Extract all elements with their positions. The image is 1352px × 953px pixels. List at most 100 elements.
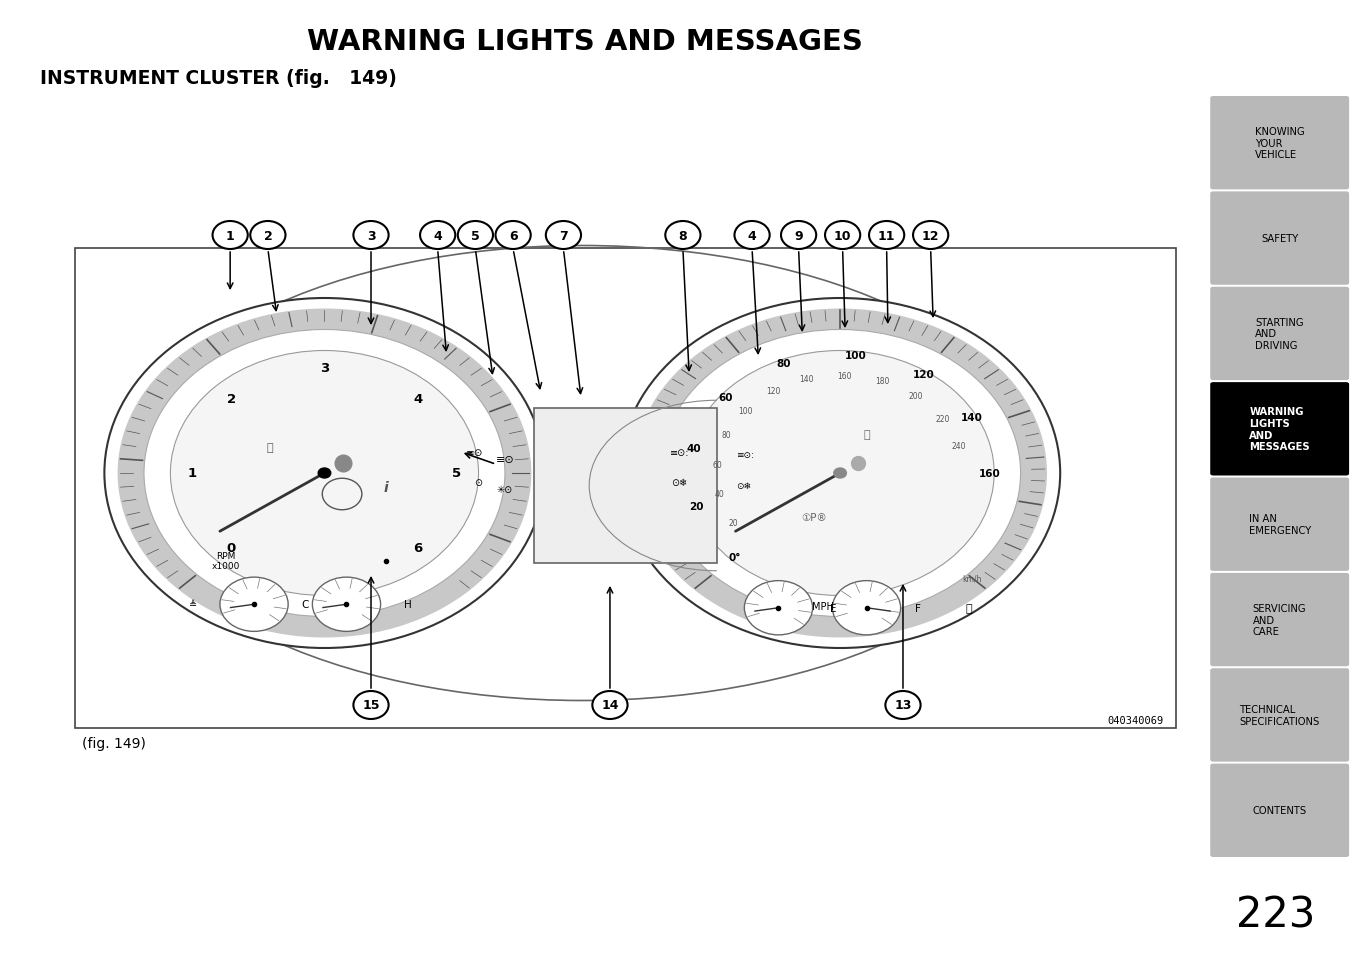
- Circle shape: [212, 222, 247, 250]
- Text: 0°: 0°: [729, 553, 741, 562]
- Text: 8: 8: [679, 230, 687, 242]
- Circle shape: [633, 309, 1046, 638]
- Text: 140: 140: [799, 375, 814, 384]
- Bar: [534, 409, 717, 563]
- Text: TECHNICAL
SPECIFICATIONS: TECHNICAL SPECIFICATIONS: [1240, 704, 1320, 726]
- FancyBboxPatch shape: [1210, 97, 1349, 191]
- Text: 13: 13: [894, 699, 911, 712]
- Text: 2: 2: [227, 393, 235, 406]
- Text: 100: 100: [738, 406, 753, 416]
- Text: 12: 12: [922, 230, 940, 242]
- Circle shape: [318, 469, 331, 478]
- Text: ⛽: ⛽: [965, 603, 972, 613]
- Text: 180: 180: [875, 377, 890, 386]
- Text: 120: 120: [913, 370, 934, 380]
- Text: 20: 20: [729, 518, 738, 527]
- Text: 11: 11: [877, 230, 895, 242]
- Text: km/h: km/h: [963, 574, 982, 583]
- Text: 223: 223: [1237, 894, 1315, 936]
- Text: 60: 60: [713, 460, 722, 470]
- Text: KNOWING
YOUR
VEHICLE: KNOWING YOUR VEHICLE: [1255, 127, 1305, 160]
- Text: 40: 40: [715, 489, 725, 498]
- Text: 80: 80: [777, 358, 791, 368]
- FancyBboxPatch shape: [1210, 193, 1349, 286]
- Text: 10: 10: [834, 230, 852, 242]
- Text: INSTRUMENT CLUSTER (fig.   149): INSTRUMENT CLUSTER (fig. 149): [41, 69, 397, 88]
- Text: 💺: 💺: [266, 442, 273, 453]
- Text: 60: 60: [718, 392, 733, 402]
- FancyBboxPatch shape: [1210, 478, 1349, 571]
- Circle shape: [118, 309, 531, 638]
- Text: 4: 4: [433, 230, 442, 242]
- Circle shape: [353, 691, 388, 720]
- Text: 0: 0: [227, 541, 235, 554]
- Circle shape: [250, 222, 285, 250]
- Circle shape: [834, 469, 846, 478]
- Circle shape: [104, 298, 545, 648]
- Text: 3: 3: [366, 230, 376, 242]
- Text: 14: 14: [602, 699, 619, 712]
- Text: 160: 160: [837, 371, 852, 380]
- Text: 4: 4: [414, 393, 422, 406]
- Text: 140: 140: [961, 413, 983, 423]
- FancyBboxPatch shape: [1210, 574, 1349, 666]
- Circle shape: [781, 222, 817, 250]
- Text: F: F: [915, 603, 921, 613]
- Text: ≡⊙:: ≡⊙:: [669, 448, 690, 457]
- Text: 3: 3: [320, 362, 329, 375]
- Text: ⊙: ⊙: [475, 477, 483, 487]
- Bar: [76, 249, 1176, 728]
- Text: MPH: MPH: [811, 601, 833, 612]
- FancyBboxPatch shape: [1210, 288, 1349, 381]
- Circle shape: [913, 222, 948, 250]
- Circle shape: [592, 691, 627, 720]
- Text: 15: 15: [362, 699, 380, 712]
- Text: ≡⊙: ≡⊙: [496, 455, 514, 464]
- Text: E: E: [830, 603, 837, 613]
- Text: 6: 6: [508, 230, 518, 242]
- Text: 220: 220: [936, 415, 949, 423]
- Text: 1: 1: [188, 467, 197, 480]
- Circle shape: [825, 222, 860, 250]
- Text: ≜: ≜: [188, 599, 196, 610]
- Circle shape: [745, 581, 813, 636]
- Text: ⊙❄: ⊙❄: [735, 481, 750, 491]
- Circle shape: [420, 222, 456, 250]
- Circle shape: [353, 222, 388, 250]
- Text: 9: 9: [794, 230, 803, 242]
- Text: 100: 100: [845, 351, 867, 360]
- Text: 6: 6: [414, 541, 422, 554]
- Text: WARNING LIGHTS AND MESSAGES: WARNING LIGHTS AND MESSAGES: [307, 28, 863, 56]
- Text: 4: 4: [748, 230, 757, 242]
- Circle shape: [685, 351, 994, 596]
- Text: 5: 5: [470, 230, 480, 242]
- Text: 2: 2: [264, 230, 272, 242]
- Circle shape: [886, 691, 921, 720]
- Text: 1: 1: [226, 230, 234, 242]
- Text: 120: 120: [765, 387, 780, 395]
- Circle shape: [312, 578, 381, 632]
- FancyBboxPatch shape: [1210, 763, 1349, 857]
- Circle shape: [734, 222, 769, 250]
- Text: ≡⊙: ≡⊙: [465, 448, 483, 457]
- Text: CONTENTS: CONTENTS: [1252, 805, 1307, 816]
- Text: 20: 20: [690, 501, 703, 511]
- Text: ✳⊙: ✳⊙: [496, 484, 512, 495]
- Text: 200: 200: [909, 392, 923, 401]
- Text: i: i: [384, 480, 388, 495]
- Text: STARTING
AND
DRIVING: STARTING AND DRIVING: [1256, 317, 1303, 351]
- Text: SAFETY: SAFETY: [1261, 233, 1298, 244]
- Circle shape: [869, 222, 904, 250]
- Text: WARNING
LIGHTS
AND
MESSAGES: WARNING LIGHTS AND MESSAGES: [1249, 407, 1310, 452]
- Circle shape: [170, 351, 479, 596]
- Text: C: C: [301, 599, 308, 610]
- Text: 240: 240: [952, 442, 965, 451]
- Circle shape: [220, 578, 288, 632]
- Circle shape: [458, 222, 493, 250]
- Circle shape: [665, 222, 700, 250]
- Text: 40: 40: [687, 444, 702, 454]
- Circle shape: [546, 222, 581, 250]
- Circle shape: [621, 298, 1060, 648]
- Text: ≡⊙:: ≡⊙:: [735, 451, 753, 459]
- Text: ①P®: ①P®: [800, 512, 826, 522]
